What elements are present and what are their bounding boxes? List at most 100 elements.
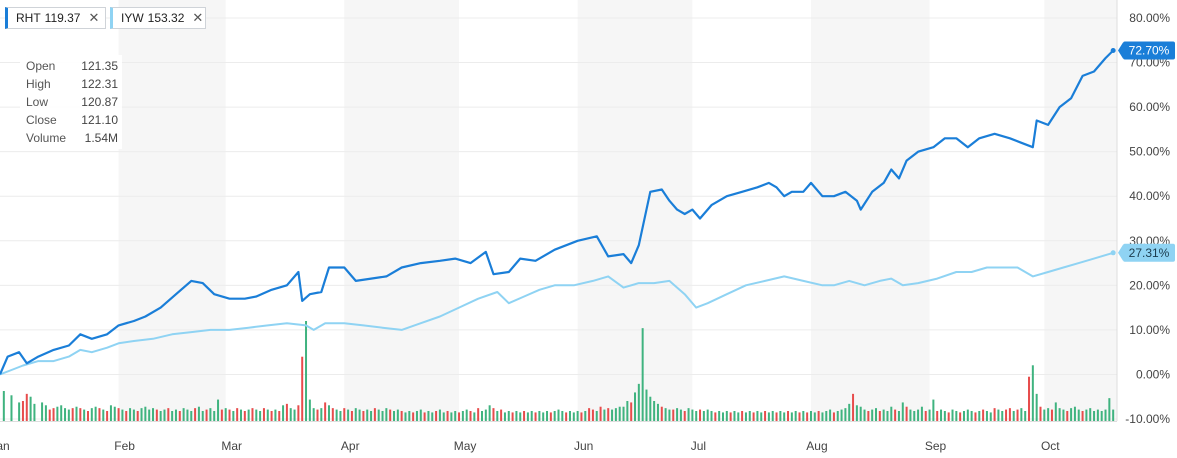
volume-bar <box>664 408 667 421</box>
ohlc-label: High <box>26 77 51 91</box>
symbol-chip-iyw[interactable]: IYW 153.32 ✕ <box>110 7 206 29</box>
volume-bar <box>316 409 319 421</box>
volume-bar <box>764 411 767 421</box>
volume-bar <box>312 408 315 421</box>
volume-bar <box>779 411 782 421</box>
volume-bar <box>634 392 637 421</box>
chip-price: 119.37 <box>44 11 81 25</box>
volume-bar <box>1096 409 1099 421</box>
volume-bar <box>928 409 931 421</box>
volume-bar <box>714 412 717 421</box>
volume-bar <box>821 412 824 421</box>
month-band <box>810 0 930 421</box>
volume-bar <box>262 408 265 421</box>
chip-symbol: RHT <box>16 11 41 25</box>
volume-bar <box>783 412 786 421</box>
volume-bar <box>775 412 778 421</box>
volume-bar <box>913 411 916 421</box>
end-label-box <box>1123 243 1175 262</box>
volume-bar <box>741 411 744 421</box>
end-label-box <box>1123 41 1175 60</box>
symbol-chip-rht[interactable]: RHT 119.37 ✕ <box>5 7 106 29</box>
x-tick-label: Oct <box>1041 439 1060 453</box>
volume-bar <box>534 412 537 421</box>
volume-bar <box>1058 408 1061 421</box>
volume-bar <box>1020 408 1023 421</box>
volume-bar <box>702 411 705 421</box>
volume-bar <box>530 411 533 421</box>
volume-bar <box>458 412 461 421</box>
volume-bar <box>733 411 736 421</box>
volume-bar <box>121 409 124 421</box>
volume-bar <box>787 411 790 421</box>
volume-bar <box>790 412 793 421</box>
ohlc-value: 122.31 <box>81 77 118 91</box>
volume-bar <box>423 412 426 421</box>
volume-bar <box>878 411 881 421</box>
volume-bar <box>1039 406 1042 421</box>
volume-bar <box>630 402 633 421</box>
volume-bar <box>970 411 973 421</box>
end-label-iyw: 27.31% <box>1110 243 1175 262</box>
volume-bar <box>98 408 101 421</box>
volume-bar <box>844 408 847 421</box>
volume-bar <box>1043 409 1046 421</box>
volume-bar <box>974 412 977 421</box>
volume-bar <box>125 411 128 421</box>
y-tick-label: 60.00% <box>1129 100 1170 114</box>
volume-bar <box>113 406 116 421</box>
close-icon[interactable]: ✕ <box>88 10 100 25</box>
volume-bar <box>327 405 330 421</box>
volume-bar <box>848 403 851 421</box>
volume-bar <box>1008 408 1011 421</box>
volume-bar <box>278 411 281 421</box>
x-tick-label: Aug <box>806 439 827 453</box>
volume-bar <box>752 412 755 421</box>
volume-bar <box>943 411 946 421</box>
volume-bar <box>1024 411 1027 421</box>
volume-bar <box>1081 411 1084 421</box>
volume-bar <box>1028 376 1031 421</box>
x-tick-label: Sep <box>925 439 947 453</box>
ohlc-row-high: High 122.31 <box>26 75 122 93</box>
ohlc-row-low: Low 120.87 <box>26 93 122 111</box>
volume-bar <box>748 411 751 421</box>
volume-bar <box>178 411 181 421</box>
volume-bar <box>718 411 721 421</box>
x-tick-label: Jul <box>691 439 706 453</box>
volume-bar <box>301 356 304 421</box>
volume-bar <box>266 409 269 421</box>
volume-bar <box>373 408 376 421</box>
volume-bar <box>565 412 568 421</box>
volume-bar <box>588 408 591 421</box>
volume-bar <box>305 321 308 421</box>
volume-bar <box>236 408 239 421</box>
x-tick-label: Feb <box>114 439 135 453</box>
end-label-pointer <box>1118 244 1123 261</box>
volume-bar <box>656 403 659 421</box>
volume-bar <box>989 412 992 421</box>
volume-bar <box>1001 411 1004 421</box>
volume-bar <box>1062 409 1065 421</box>
volume-bar <box>140 408 143 421</box>
volume-bar <box>347 409 350 421</box>
volume-bar <box>660 406 663 421</box>
volume-bar <box>511 412 514 421</box>
volume-bar <box>174 409 177 421</box>
volume-bar <box>771 411 774 421</box>
x-tick-label: May <box>454 439 477 453</box>
volume-bar <box>25 393 28 421</box>
volume-bar <box>825 411 828 421</box>
volume-bar <box>90 408 93 421</box>
volume-bar <box>239 409 242 421</box>
volume-bar <box>213 411 216 421</box>
volume-bar <box>691 409 694 421</box>
volume-bar <box>335 409 338 421</box>
volume-bar <box>507 411 510 421</box>
volume-bar <box>618 406 621 421</box>
month-bands <box>118 0 1117 421</box>
end-label-rht: 72.70% <box>1110 41 1175 60</box>
close-icon[interactable]: ✕ <box>192 10 204 25</box>
grid-lines <box>0 0 1118 422</box>
volume-bar <box>44 405 47 421</box>
